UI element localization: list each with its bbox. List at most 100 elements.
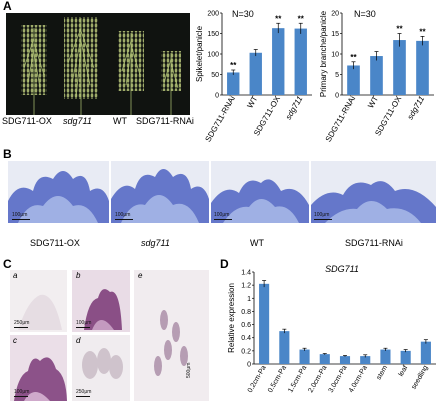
y-tick-label: 0.4 bbox=[241, 335, 251, 342]
x-tick-label: 4.0cm-Pa bbox=[348, 364, 369, 394]
panel-letter-d: D bbox=[220, 257, 229, 271]
chart-annotation: N=30 bbox=[354, 9, 376, 19]
y-tick-label: 10 bbox=[331, 52, 339, 59]
x-tick-label: WT bbox=[245, 94, 259, 109]
in-situ-photo-c bbox=[10, 335, 67, 401]
x-tick-label: 0.2cm-Pa bbox=[247, 364, 268, 394]
subpanel-letter-e: e bbox=[138, 271, 143, 280]
bar bbox=[339, 356, 351, 364]
y-tick-label: 1.4 bbox=[241, 270, 251, 277]
scale-bar-label: 100μm bbox=[76, 320, 92, 326]
in-situ-illustration bbox=[14, 357, 67, 401]
bar bbox=[249, 52, 262, 95]
in-situ-photo-d bbox=[72, 335, 130, 401]
panel-letter-c: C bbox=[3, 257, 12, 271]
in-situ-illustration bbox=[82, 348, 123, 379]
scale-bar-label: 250μm bbox=[76, 389, 92, 395]
scale-bar bbox=[14, 396, 28, 397]
section-photo-sdg711 bbox=[111, 161, 209, 223]
y-tick-label: 1.2 bbox=[241, 283, 251, 290]
panicle-illustration bbox=[21, 17, 181, 115]
significance-label: ** bbox=[230, 61, 237, 70]
bar bbox=[380, 349, 391, 364]
scale-bar bbox=[76, 327, 90, 328]
bar bbox=[360, 356, 371, 364]
x-tick-label: 3.0cm-Pa bbox=[328, 364, 349, 394]
meristem-section-illustration bbox=[311, 181, 436, 223]
in-situ-photo-b bbox=[72, 270, 130, 332]
meristem-section-illustration bbox=[211, 179, 309, 223]
scale-bar-label: 100μm bbox=[314, 212, 330, 218]
in-situ-photo-a bbox=[10, 270, 67, 332]
y-axis-label: Relative expression bbox=[227, 283, 236, 353]
x-tick-label: sdg711 bbox=[284, 95, 305, 122]
bar bbox=[299, 349, 310, 364]
significance-label: ** bbox=[275, 14, 282, 23]
bar bbox=[294, 28, 307, 95]
y-tick-label: 20 bbox=[331, 11, 339, 18]
x-tick-label: SDG711-RNAi bbox=[324, 94, 358, 143]
scale-bar-label: 100μm bbox=[12, 212, 28, 218]
scale-bar bbox=[12, 219, 30, 220]
in-situ-photo-e bbox=[134, 270, 209, 401]
scale-bar bbox=[115, 219, 133, 220]
bar bbox=[272, 28, 285, 96]
significance-label: ** bbox=[396, 25, 403, 34]
meristem-section-illustration bbox=[111, 169, 209, 223]
photo-label-sdg711: sdg711 bbox=[63, 116, 92, 126]
section-label-sdg711-ox: SDG711-OX bbox=[30, 238, 80, 248]
chart-title: SDG711 bbox=[325, 264, 359, 274]
x-tick-label: 2.0cm-Pa bbox=[307, 364, 328, 394]
y-tick-label: 0.2 bbox=[241, 348, 251, 355]
y-tick-label: 0 bbox=[215, 93, 219, 100]
bar bbox=[416, 40, 429, 95]
significance-label: ** bbox=[419, 27, 426, 36]
subpanel-letter-b: b bbox=[76, 271, 81, 280]
x-tick-label: seedling bbox=[411, 364, 430, 390]
bar bbox=[319, 354, 330, 364]
y-axis-label: Spikelet/panicle bbox=[195, 25, 204, 82]
expression-chart: 0 0.2 0.4 0.6 0.8 1 1.2 1.4 Relative expression 0… bbox=[227, 264, 436, 394]
in-situ-illustration bbox=[18, 294, 62, 330]
scale-bar-label: 500μm bbox=[186, 362, 192, 378]
meristem-section-illustration bbox=[8, 171, 109, 223]
scale-bar bbox=[314, 219, 332, 220]
y-axis-label: Primary branche/panicle bbox=[320, 10, 328, 97]
x-tick-label: 1.5cm-Pa bbox=[287, 364, 308, 394]
x-tick-label: 0.5cm-Pa bbox=[267, 364, 288, 394]
y-tick-label: 100 bbox=[207, 52, 219, 59]
bar bbox=[347, 65, 360, 95]
y-tick-label: 200 bbox=[207, 11, 219, 18]
chart-annotation: N=30 bbox=[232, 9, 254, 19]
scale-bar-label: 100μm bbox=[115, 212, 131, 218]
y-tick-label: 0 bbox=[247, 362, 251, 369]
y-tick-label: 1 bbox=[247, 296, 251, 303]
bar bbox=[420, 341, 431, 364]
scale-bar-label: 100μm bbox=[214, 212, 230, 218]
section-label-wt: WT bbox=[250, 238, 264, 248]
bar bbox=[400, 350, 411, 364]
panicle-photo bbox=[6, 13, 190, 115]
section-label-sdg711-rnai: SDG711-RNAi bbox=[345, 238, 403, 248]
section-photo-wt bbox=[211, 161, 309, 223]
section-photo-sdg711-rnai bbox=[311, 161, 436, 223]
significance-label: ** bbox=[298, 14, 305, 23]
scale-bar bbox=[214, 219, 232, 220]
bar bbox=[370, 56, 383, 95]
photo-label-sdg711-ox: SDG711-OX bbox=[2, 116, 52, 126]
in-situ-illustration bbox=[84, 289, 122, 330]
y-tick-label: 150 bbox=[207, 31, 219, 38]
section-label-sdg711: sdg711 bbox=[141, 238, 170, 248]
section-photo-sdg711-ox bbox=[8, 161, 109, 223]
scale-bar bbox=[76, 396, 90, 397]
scale-bar bbox=[14, 327, 28, 328]
scale-bar-label: 250μm bbox=[14, 320, 30, 326]
x-tick-label: WT bbox=[366, 94, 380, 109]
x-tick-label: leaf bbox=[398, 364, 410, 377]
photo-label-wt: WT bbox=[113, 116, 127, 126]
y-tick-label: 5 bbox=[335, 72, 339, 79]
bar bbox=[227, 72, 240, 95]
subpanel-letter-c: c bbox=[13, 336, 17, 345]
